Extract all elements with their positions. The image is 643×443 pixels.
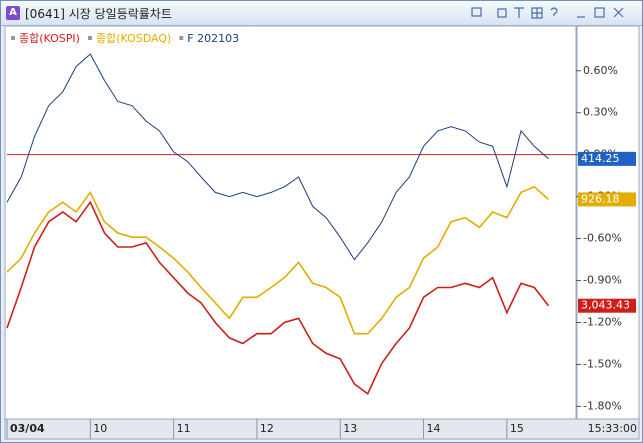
y-tick-label: 0.60% [583,64,618,77]
toolbar-icons [471,7,624,19]
y-tick-label: -1.80% [583,399,622,412]
help-button[interactable] [550,7,558,16]
legend: 종합(KOSPI) 종합(KOSDAQ) F 202103 [11,32,239,45]
y-tick-label: -0.60% [583,232,622,245]
maximize-button[interactable] [594,7,605,18]
x-tick-label: 10 [93,422,107,435]
last-value-box [578,151,636,166]
title-bar: A [0641] 시장 당일등락률차트 [1,1,642,26]
y-axis-panel [576,26,640,420]
y-tick-label: -0.90% [583,274,622,287]
y-tick-label: -1.50% [583,357,622,370]
copy-button[interactable] [497,8,507,18]
x-tick-label: 14 [427,422,441,435]
last-value-box [578,192,636,207]
last-value-label: 414.25 [581,152,620,165]
series-line [6,200,550,396]
legend-label: 종합(KOSDAQ) [96,32,171,45]
series-line [6,185,550,335]
legend-swatch [179,36,184,40]
last-value-box [578,298,636,313]
legend-label: 종합(KOSPI) [19,32,80,45]
x-axis-panel [4,418,640,440]
x-tick-label: 13 [343,422,357,435]
text-button[interactable] [514,7,524,18]
time-label: 15:33:00 [588,422,637,435]
close-button[interactable] [613,7,624,18]
app-icon: A [6,6,20,20]
x-tick-label: 15 [510,422,524,435]
window-title: [0641] 시장 당일등락률차트 [25,7,172,21]
x-tick-label: 12 [260,422,274,435]
chart: 0.60%0.30%0.00%-0.30%-0.60%-0.90%-1.20%-… [4,26,640,440]
x-tick-label: 11 [177,422,191,435]
last-value-label: 926.18 [581,192,620,205]
y-tick-label: 0.30% [583,106,618,119]
legend-label: F 202103 [187,32,239,45]
legend-swatch [11,36,15,40]
link-button[interactable] [471,7,482,17]
y-tick-label: -1.20% [583,315,622,328]
plot-area [4,26,577,420]
last-value-label: 3,043.43 [581,299,630,312]
series-line [6,53,549,261]
x-tick-label: 03/04 [10,422,45,435]
legend-swatch [87,36,92,40]
